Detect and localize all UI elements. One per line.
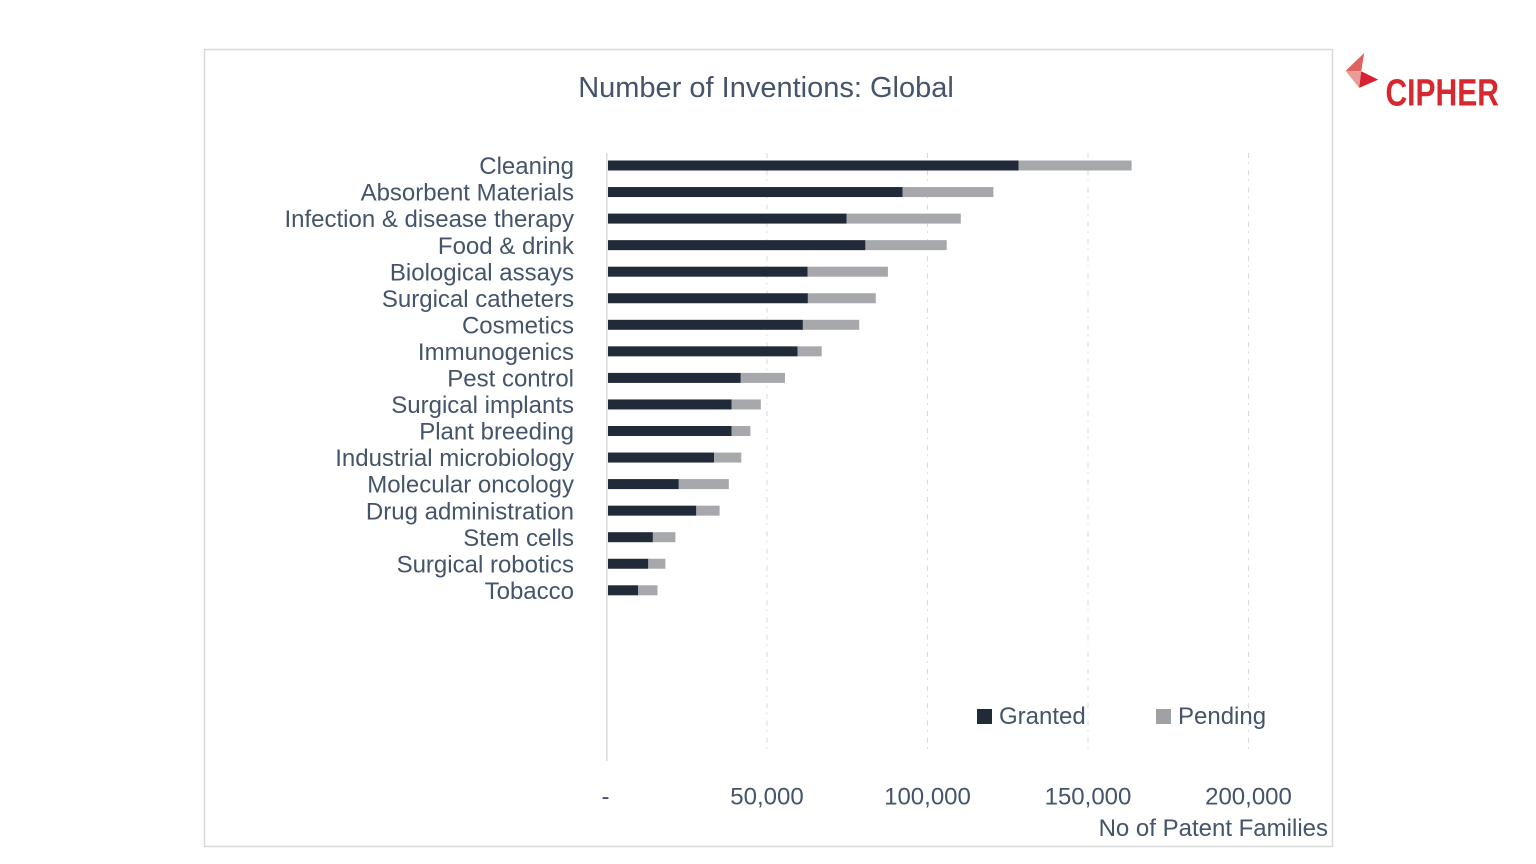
svg-text:Surgical implants: Surgical implants xyxy=(391,392,574,419)
svg-text:Number of Inventions: Global: Number of Inventions: Global xyxy=(578,72,954,104)
svg-text:Surgical catheters: Surgical catheters xyxy=(382,286,574,313)
svg-text:Biological assays: Biological assays xyxy=(390,259,574,286)
svg-text:Food & drink: Food & drink xyxy=(438,233,575,260)
svg-text:Industrial microbiology: Industrial microbiology xyxy=(335,445,574,472)
svg-text:Cosmetics: Cosmetics xyxy=(462,312,574,339)
svg-text:Surgical robotics: Surgical robotics xyxy=(397,551,574,578)
svg-text:Tobacco: Tobacco xyxy=(485,578,574,605)
svg-text:150,000: 150,000 xyxy=(1045,784,1132,811)
svg-text:Molecular oncology: Molecular oncology xyxy=(367,472,574,499)
svg-text:100,000: 100,000 xyxy=(884,784,971,811)
svg-text:Cleaning: Cleaning xyxy=(479,153,574,180)
svg-text:CIPHER: CIPHER xyxy=(1386,72,1500,114)
svg-text:200,000: 200,000 xyxy=(1205,784,1292,811)
svg-text:Pest control: Pest control xyxy=(447,366,574,393)
svg-text:-: - xyxy=(602,784,610,811)
svg-text:Infection & disease therapy: Infection & disease therapy xyxy=(284,206,574,233)
svg-text:50,000: 50,000 xyxy=(730,784,803,811)
svg-text:Immunogenics: Immunogenics xyxy=(418,339,574,366)
svg-text:Drug administration: Drug administration xyxy=(366,498,574,525)
svg-text:No of Patent Families: No of Patent Families xyxy=(1099,815,1328,842)
svg-text:Stem cells: Stem cells xyxy=(463,525,574,552)
svg-text:Plant breeding: Plant breeding xyxy=(419,419,574,446)
svg-text:Pending: Pending xyxy=(1178,703,1266,730)
svg-text:Granted: Granted xyxy=(999,703,1086,730)
svg-text:Absorbent Materials: Absorbent Materials xyxy=(361,180,574,207)
